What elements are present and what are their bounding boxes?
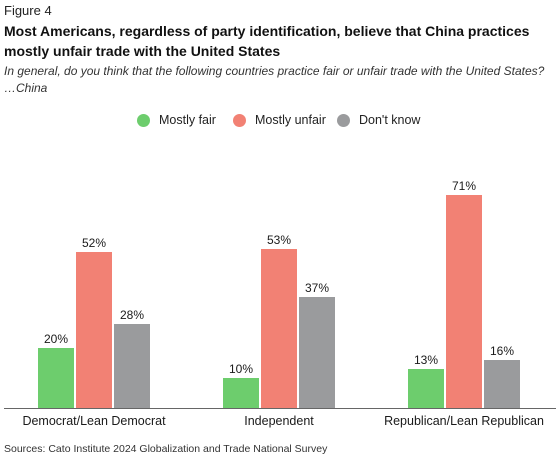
data-label-dont-know-3: 16% [490,344,514,358]
chart-subtitle: In general, do you think that the follow… [4,64,545,95]
bar-dont-know-1 [114,324,150,408]
chart-title: Most Americans, regardless of party iden… [4,23,530,59]
bar-mostly-unfair-2 [261,249,297,408]
data-label-dont-know-2: 37% [305,281,329,295]
data-label-dont-know-1: 28% [120,308,144,322]
bar-mostly-fair-2 [223,378,259,408]
category-label-2: Independent [244,414,314,428]
bar-dont-know-3 [484,360,520,408]
source-note: Sources: Cato Institute 2024 Globalizati… [4,443,328,455]
legend-item-dont-know: Don't know [337,113,420,127]
bar-mostly-fair-1 [38,348,74,408]
data-label-mostly-unfair-1: 52% [82,236,106,250]
legend-swatch-mostly-unfair [233,113,246,127]
legend-label-mostly-unfair: Mostly unfair [255,113,326,127]
category-label-1: Democrat/Lean Democrat [22,414,166,428]
legend-swatch-mostly-fair [137,113,150,127]
bar-mostly-unfair-3 [446,195,482,408]
data-label-mostly-fair-1: 20% [44,332,68,346]
data-label-mostly-fair-2: 10% [229,362,253,376]
legend-label-mostly-fair: Mostly fair [159,113,216,127]
data-label-mostly-unfair-3: 71% [452,179,476,193]
figure-label: Figure 4 [4,3,52,18]
category-label-3: Republican/Lean Republican [384,414,544,428]
data-label-mostly-unfair-2: 53% [267,233,291,247]
legend-item-mostly-fair: Mostly fair [137,113,216,127]
legend: Mostly fair Mostly unfair Don't know [0,113,560,133]
bar-dont-know-2 [299,297,335,408]
bar-mostly-unfair-1 [76,252,112,408]
legend-swatch-dont-know [337,113,350,127]
bar-mostly-fair-3 [408,369,444,408]
bar-chart: 20% 52% 28% Democrat/Lean Democrat 10% 53% 37%… [4,179,556,428]
data-label-mostly-fair-3: 13% [414,353,438,367]
legend-label-dont-know: Don't know [359,113,421,127]
legend-item-mostly-unfair: Mostly unfair [233,113,326,127]
